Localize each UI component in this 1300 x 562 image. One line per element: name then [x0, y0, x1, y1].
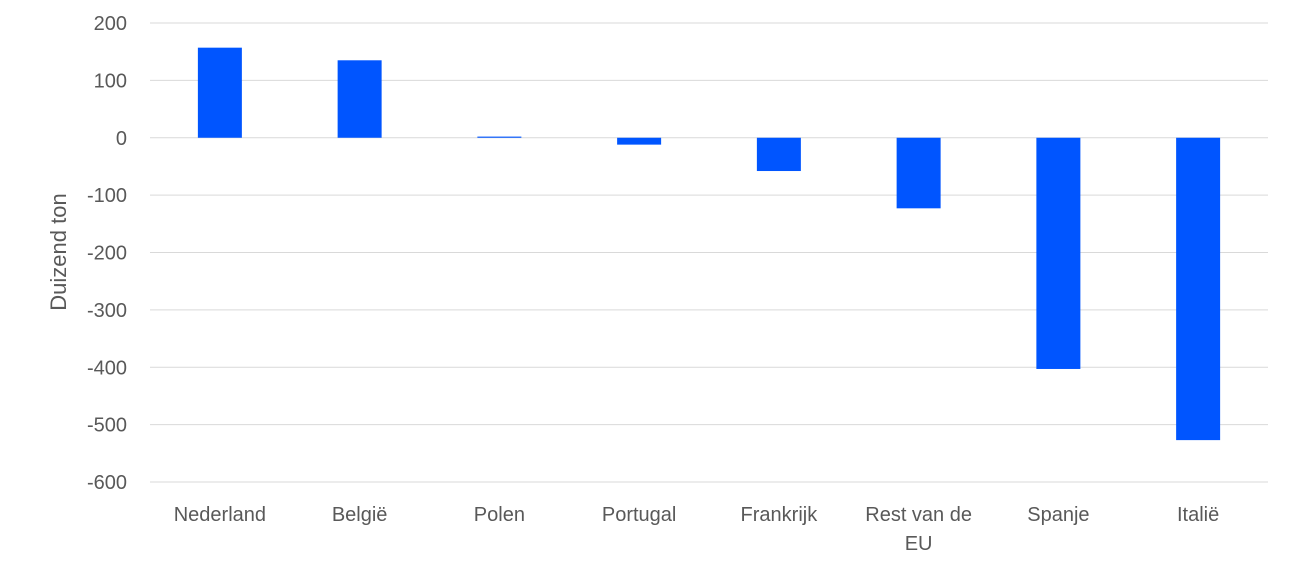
- y-tick-label: -100: [87, 185, 127, 207]
- x-tick-label-line: Frankrijk: [741, 504, 819, 526]
- bar: [197, 47, 242, 138]
- bar: [756, 137, 801, 172]
- x-axis-ticks: Nederland België Polen Portugal Frankrijk Res…: [174, 504, 1220, 555]
- x-tick-label: Frankrijk: [741, 504, 819, 526]
- bar: [477, 136, 522, 138]
- x-tick-label: Portugal: [602, 504, 677, 526]
- bar: [1036, 137, 1081, 369]
- x-tick-label-line: Portugal: [602, 504, 677, 526]
- y-axis-ticks: 200 100 0 -100 -200 -300 -400 -500 -600: [87, 13, 127, 494]
- x-tick-label: Spanje: [1027, 504, 1089, 526]
- y-tick-label: -600: [87, 472, 127, 494]
- bar: [617, 137, 662, 145]
- x-tick-label-line: België: [332, 504, 388, 526]
- y-tick-label: -400: [87, 357, 127, 379]
- bar: [1176, 137, 1221, 441]
- y-tick-label: -500: [87, 415, 127, 437]
- y-tick-label: 0: [116, 128, 127, 150]
- y-tick-label: 100: [94, 70, 127, 92]
- gridlines: [150, 22, 1268, 483]
- y-axis-label: Duizend ton: [46, 193, 71, 310]
- x-tick-label: België: [332, 504, 388, 526]
- x-tick-label: Italië: [1177, 504, 1219, 526]
- bars: [197, 47, 1221, 441]
- bar: [337, 60, 382, 138]
- y-tick-label: -200: [87, 243, 127, 265]
- x-tick-label-line: Nederland: [174, 504, 266, 526]
- y-tick-label: -300: [87, 300, 127, 322]
- x-tick-label-line: Italië: [1177, 504, 1219, 526]
- bar: [896, 137, 941, 209]
- x-tick-label: Rest van de EU: [865, 504, 972, 555]
- x-tick-label-line: Polen: [474, 504, 525, 526]
- x-tick-label: Nederland: [174, 504, 266, 526]
- x-tick-label-line: EU: [905, 533, 933, 555]
- x-tick-label-line: Spanje: [1027, 504, 1089, 526]
- y-tick-label: 200: [94, 13, 127, 35]
- x-tick-label-line: Rest van de: [865, 504, 972, 526]
- x-tick-label: Polen: [474, 504, 525, 526]
